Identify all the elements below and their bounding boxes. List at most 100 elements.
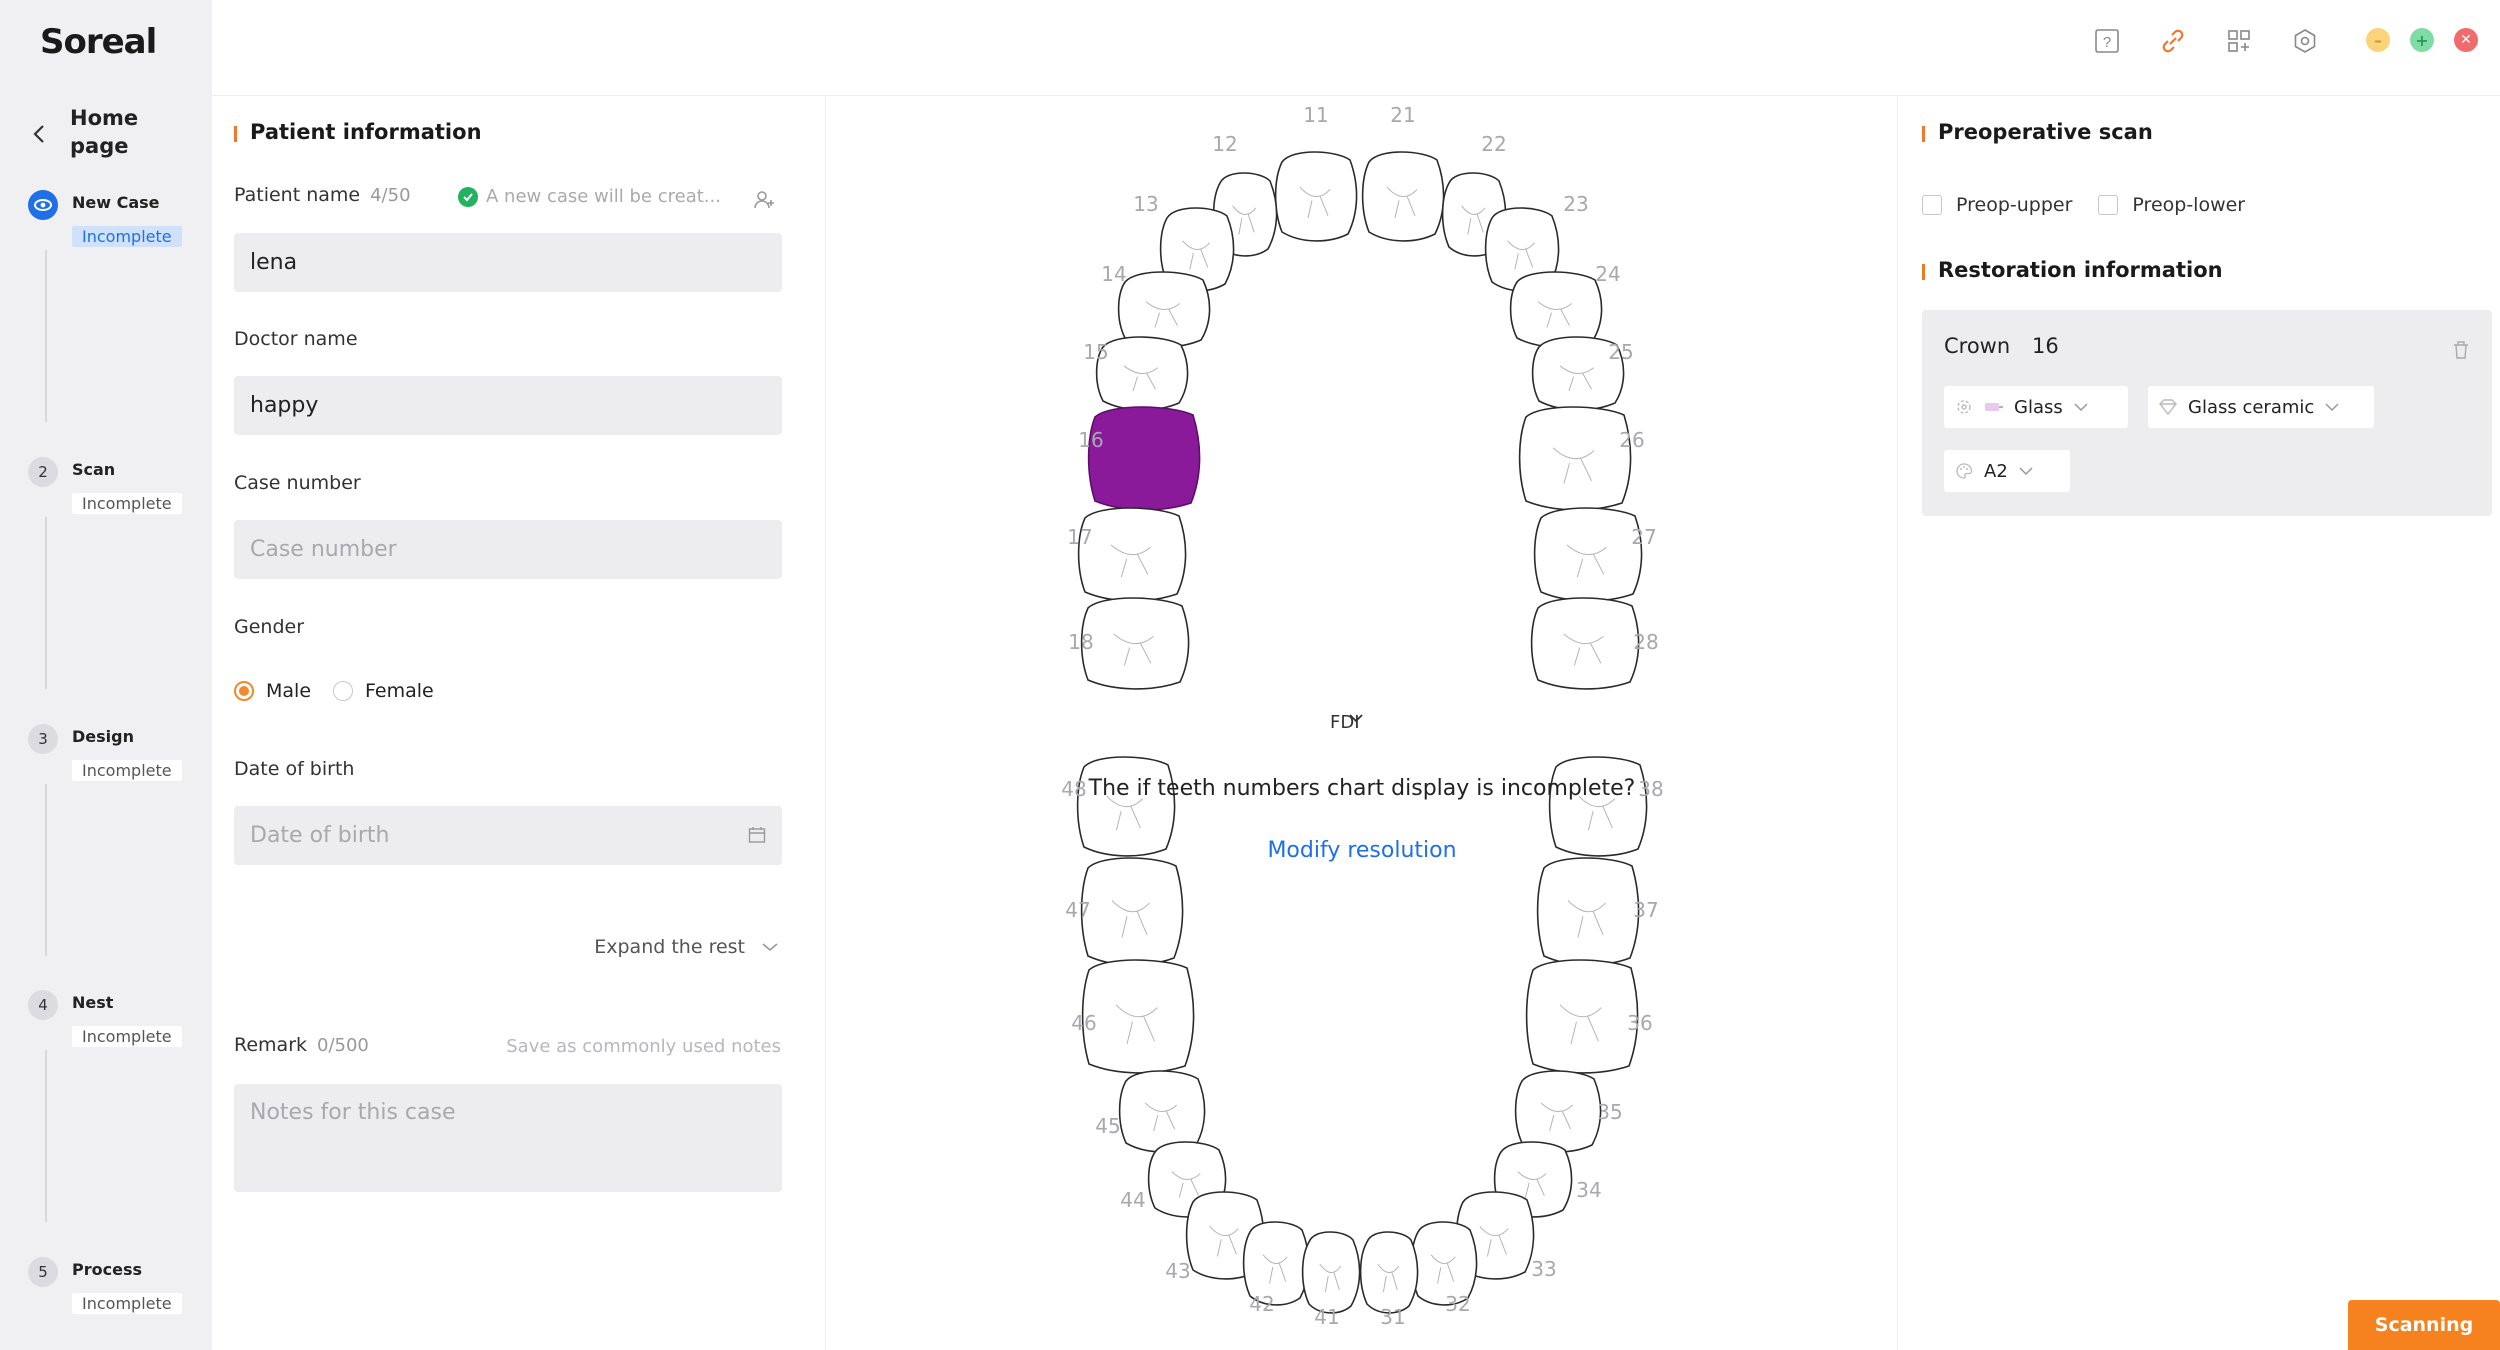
preop-upper-checkbox[interactable]: Preop-upper [1922, 194, 2072, 216]
apps-icon[interactable] [2224, 26, 2254, 56]
settings-icon[interactable] [2290, 26, 2320, 56]
gender-radio-group: Male Female [234, 680, 434, 702]
case-number-input[interactable]: Case number [234, 520, 782, 579]
tooth-13[interactable] [1159, 207, 1235, 292]
tooth-label-41: 41 [1314, 1305, 1339, 1329]
expand-rest-button[interactable]: Expand the rest [594, 936, 779, 958]
material-value: Glass [2014, 396, 2063, 418]
tooth-47[interactable] [1080, 857, 1184, 966]
tooth-label-13: 13 [1133, 192, 1158, 216]
tooth-15[interactable] [1095, 336, 1189, 411]
tooth-42-fissure [1262, 1254, 1288, 1284]
patient-name-label: Patient name 4/50 [234, 184, 411, 206]
tooth-38[interactable] [1548, 756, 1648, 857]
tooth-chart[interactable]: 11 21 12 22 13 23 14 24 15 25 16 26 17 27 18 28 48 38 47 37… [826, 96, 1898, 1350]
close-button[interactable]: ✕ [2454, 28, 2478, 52]
tooth-38-fissure [1578, 795, 1616, 831]
tooth-23[interactable] [1484, 207, 1560, 292]
tooth-label-35: 35 [1597, 1100, 1622, 1124]
tooth-18-fissure [1113, 633, 1154, 666]
tooth-label-48: 48 [1061, 777, 1086, 801]
maximize-button[interactable]: + [2410, 28, 2434, 52]
tooth-24[interactable] [1509, 271, 1603, 348]
chevron-left-icon [33, 125, 44, 143]
notation-select[interactable]: FDI [1330, 712, 1363, 733]
tooth-32-fissure [1430, 1254, 1456, 1284]
gender-female-radio[interactable]: Female [333, 680, 434, 702]
link-icon[interactable] [2158, 26, 2188, 56]
tooth-21[interactable] [1361, 151, 1445, 242]
tooth-36-fissure [1559, 1004, 1602, 1045]
remark-textarea[interactable]: Notes for this case [234, 1084, 782, 1192]
tooth-25[interactable] [1531, 336, 1625, 411]
step-number: 4 [28, 990, 58, 1020]
home-page-link[interactable]: Home page [28, 104, 160, 160]
tooth-17[interactable] [1077, 507, 1187, 602]
tooth-34-fissure [1517, 1171, 1547, 1198]
expand-rest-label: Expand the rest [594, 936, 745, 958]
tooth-41-fissure [1319, 1263, 1342, 1293]
tooth-25-fissure [1559, 365, 1595, 392]
tooth-35[interactable] [1514, 1070, 1602, 1153]
tooth-45[interactable] [1118, 1070, 1206, 1153]
patient-name-input[interactable]: lena [234, 233, 782, 292]
tooth-35-fissure [1540, 1102, 1574, 1132]
step-connector [45, 1050, 47, 1222]
dob-input[interactable]: Date of birth [234, 806, 782, 865]
gender-male-radio[interactable]: Male [234, 680, 311, 702]
step-title: Design [72, 727, 134, 746]
tooth-18[interactable] [1080, 597, 1190, 690]
tooth-label-25: 25 [1608, 340, 1633, 364]
tooth-16[interactable] [1087, 406, 1201, 511]
shade-select[interactable]: A2 [1944, 450, 2070, 492]
material-select[interactable]: Glass [1944, 386, 2128, 428]
minimize-button[interactable]: – [2366, 28, 2390, 52]
tooth-17-fissure [1110, 544, 1151, 578]
tooth-11[interactable] [1274, 151, 1358, 242]
tooth-41[interactable] [1301, 1231, 1361, 1314]
tooth-42[interactable] [1242, 1221, 1310, 1306]
scanning-button[interactable]: Scanning [2348, 1300, 2500, 1350]
tooth-48-fissure [1106, 795, 1144, 831]
dob-placeholder: Date of birth [250, 823, 390, 848]
tooth-46[interactable] [1081, 959, 1195, 1074]
tooth-chart-panel: 11 21 12 22 13 23 14 24 15 25 16 26 17 27 18 28 48 38 47 37… [826, 96, 1898, 1350]
tooth-28[interactable] [1530, 597, 1640, 690]
material-type-value: Glass ceramic [2188, 396, 2315, 418]
right-panel: Preoperative scan Preop-upper Preop-lowe… [1898, 96, 2500, 1350]
tooth-37[interactable] [1536, 857, 1640, 966]
remark-count: 0/500 [317, 1035, 369, 1056]
tooth-26[interactable] [1518, 406, 1632, 511]
tooth-label-24: 24 [1595, 262, 1620, 286]
diamond-icon [2158, 397, 2178, 417]
restoration-section-title: Restoration information [1922, 258, 2223, 282]
tooth-31[interactable] [1359, 1231, 1419, 1314]
check-circle-icon [458, 186, 478, 207]
status-badge: Incomplete [72, 493, 182, 514]
tooth-label-34: 34 [1576, 1178, 1601, 1202]
preop-lower-checkbox[interactable]: Preop-lower [2098, 194, 2245, 216]
tooth-27[interactable] [1533, 507, 1643, 602]
tooth-48[interactable] [1076, 756, 1176, 857]
tooth-36[interactable] [1525, 959, 1639, 1074]
add-patient-icon[interactable] [752, 188, 776, 216]
tooth-label-32: 32 [1445, 1292, 1470, 1316]
modify-resolution-link[interactable]: Modify resolution [1267, 838, 1457, 863]
tooth-label-17: 17 [1067, 525, 1092, 549]
gender-female-label: Female [365, 680, 434, 702]
step-number: 5 [28, 1257, 58, 1287]
app-logo: Soreal [40, 22, 157, 62]
step-title: Process [72, 1260, 142, 1279]
doctor-name-input[interactable]: happy [234, 376, 782, 435]
tooth-14[interactable] [1117, 271, 1211, 348]
help-icon[interactable]: ? [2092, 26, 2122, 56]
material-type-select[interactable]: Glass ceramic [2148, 386, 2374, 428]
preop-lower-label: Preop-lower [2132, 194, 2246, 216]
trash-icon[interactable] [2452, 340, 2470, 360]
chevron-down-icon [762, 943, 778, 952]
material-color-icon [1984, 397, 2004, 417]
save-common-notes-link[interactable]: Save as commonly used notes [506, 1036, 781, 1057]
sidebar: Soreal Home page New Case Incomplete 2 S… [0, 0, 212, 1350]
tooth-label-42: 42 [1249, 1292, 1274, 1316]
step-title: New Case [72, 193, 160, 212]
